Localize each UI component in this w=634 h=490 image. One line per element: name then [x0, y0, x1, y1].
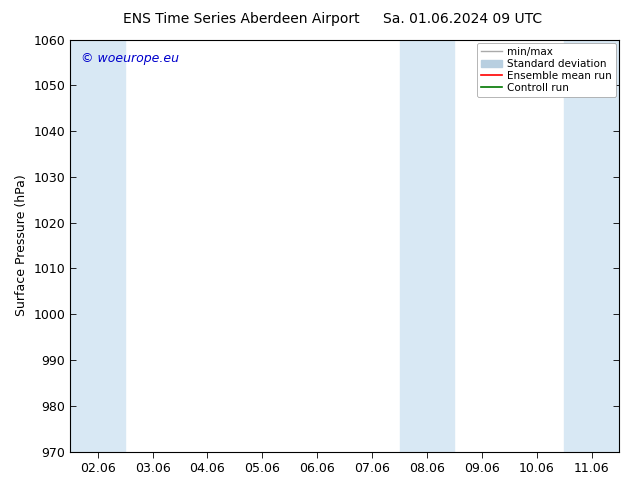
Y-axis label: Surface Pressure (hPa): Surface Pressure (hPa): [15, 175, 28, 317]
Bar: [70, 40, 125, 452]
Legend: min/max, Standard deviation, Ensemble mean run, Controll run: min/max, Standard deviation, Ensemble me…: [477, 43, 616, 98]
Bar: [564, 40, 619, 452]
Text: © woeurope.eu: © woeurope.eu: [81, 52, 179, 65]
Text: ENS Time Series Aberdeen Airport: ENS Time Series Aberdeen Airport: [122, 12, 359, 26]
Bar: [399, 40, 455, 452]
Text: Sa. 01.06.2024 09 UTC: Sa. 01.06.2024 09 UTC: [384, 12, 542, 26]
